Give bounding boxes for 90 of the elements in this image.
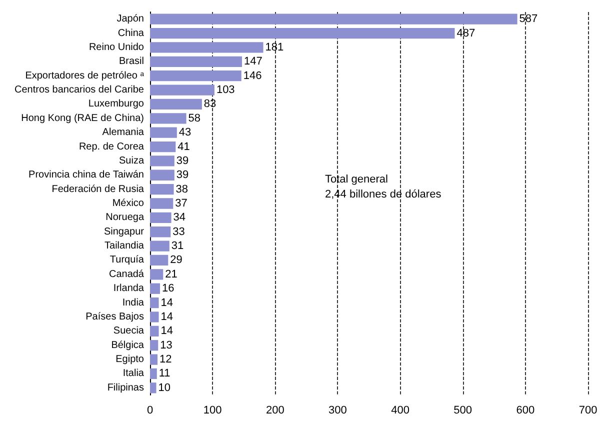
data-label: 146 <box>243 70 262 82</box>
y-tick-label: Singapur <box>104 226 145 238</box>
bar <box>150 14 518 24</box>
data-label: 31 <box>171 240 184 252</box>
bar <box>150 354 158 365</box>
y-tick-label: Bélgica <box>111 340 144 351</box>
x-tick-label: 400 <box>391 404 410 416</box>
x-tick-label: 0 <box>146 404 154 416</box>
x-tick-label: 700 <box>578 404 598 416</box>
y-tick-label: Reino Unido <box>88 42 144 53</box>
bar <box>150 98 202 110</box>
data-label: 10 <box>158 382 171 394</box>
data-label: 39 <box>176 169 189 182</box>
bar <box>150 212 172 224</box>
x-tick-label: 300 <box>328 404 347 416</box>
data-label: 13 <box>160 339 172 352</box>
y-tick-label: Alemania <box>102 127 144 138</box>
y-tick-label: Luxemburgo <box>88 98 144 110</box>
data-label: 147 <box>244 56 262 68</box>
bar <box>150 226 171 238</box>
data-label: 21 <box>165 268 178 280</box>
y-tick-label: Egipto <box>116 354 144 366</box>
bar <box>150 198 174 209</box>
y-tick-label: Suecia <box>113 326 144 337</box>
data-label: 103 <box>216 84 235 96</box>
y-tick-label: Federación de Rusia <box>52 184 144 195</box>
bar <box>150 113 186 124</box>
data-label: 38 <box>176 183 188 196</box>
bar <box>150 184 174 195</box>
data-label: 16 <box>162 282 174 295</box>
y-tick-label: Turquía <box>110 254 144 266</box>
y-tick-label: China <box>118 28 144 39</box>
data-label: 14 <box>160 310 174 323</box>
data-label: 43 <box>178 126 192 139</box>
data-label: 181 <box>265 41 284 54</box>
x-tick-label: 600 <box>516 404 535 416</box>
y-tick-label: México <box>112 198 144 209</box>
bar <box>150 283 160 294</box>
data-label: 11 <box>158 368 170 380</box>
bar <box>150 382 156 394</box>
data-label: 14 <box>160 325 174 338</box>
data-label: 37 <box>175 198 188 210</box>
y-tick-label: Suiza <box>118 155 144 166</box>
data-label: 34 <box>173 212 186 224</box>
y-tick-label: Noruega <box>106 212 144 224</box>
bar <box>150 340 158 351</box>
bar <box>150 70 242 82</box>
annotation: Total general 2,44 billones de dólares <box>325 174 442 200</box>
x-tick-label: 200 <box>266 404 284 416</box>
bar <box>150 297 159 308</box>
bar <box>150 170 174 180</box>
bar <box>150 240 170 252</box>
y-tick-label: Tailandia <box>104 240 144 252</box>
y-tick-label: Canadá <box>108 268 144 280</box>
data-label: 587 <box>519 13 538 26</box>
data-label: 33 <box>172 226 185 238</box>
data-label: 12 <box>160 354 172 366</box>
bar <box>150 28 455 39</box>
bar <box>150 254 168 266</box>
data-label: 39 <box>176 154 189 167</box>
bar <box>150 269 164 280</box>
y-tick-label: Provincia china de Taiwán <box>28 170 144 181</box>
data-label: 41 <box>178 140 190 153</box>
bar <box>150 42 264 53</box>
y-tick-label: Brasil <box>118 56 144 68</box>
data-label: 14 <box>160 296 174 309</box>
y-tick-label: Irlanda <box>113 283 144 294</box>
y-tick-label: Japón <box>116 14 144 25</box>
y-tick-label: Hong Kong (RAE de China) <box>21 112 144 124</box>
bar <box>150 56 242 67</box>
x-tick-label: 500 <box>454 404 472 416</box>
bar <box>150 84 214 96</box>
data-label: 29 <box>170 254 182 266</box>
y-tick-label: Italia <box>122 368 144 380</box>
y-tick-label: India <box>122 297 144 308</box>
data-label: 83 <box>204 98 216 110</box>
bar <box>150 312 159 322</box>
data-label: 487 <box>456 27 476 40</box>
y-tick-label: Centros bancarios del Caribe <box>14 84 144 96</box>
data-label: 58 <box>188 112 201 124</box>
y-tick-label: Rep. de Corea <box>78 141 144 152</box>
y-tick-label: Filipinas <box>107 382 144 394</box>
bar <box>150 141 176 152</box>
bar <box>150 127 177 138</box>
bar <box>150 156 174 166</box>
x-tick-label: 100 <box>203 404 222 416</box>
y-tick-label: Países Bajos <box>86 311 144 322</box>
bar <box>150 326 159 336</box>
bar <box>150 368 157 380</box>
y-tick-label: Exportadores de petróleo ᵃ <box>25 70 144 82</box>
